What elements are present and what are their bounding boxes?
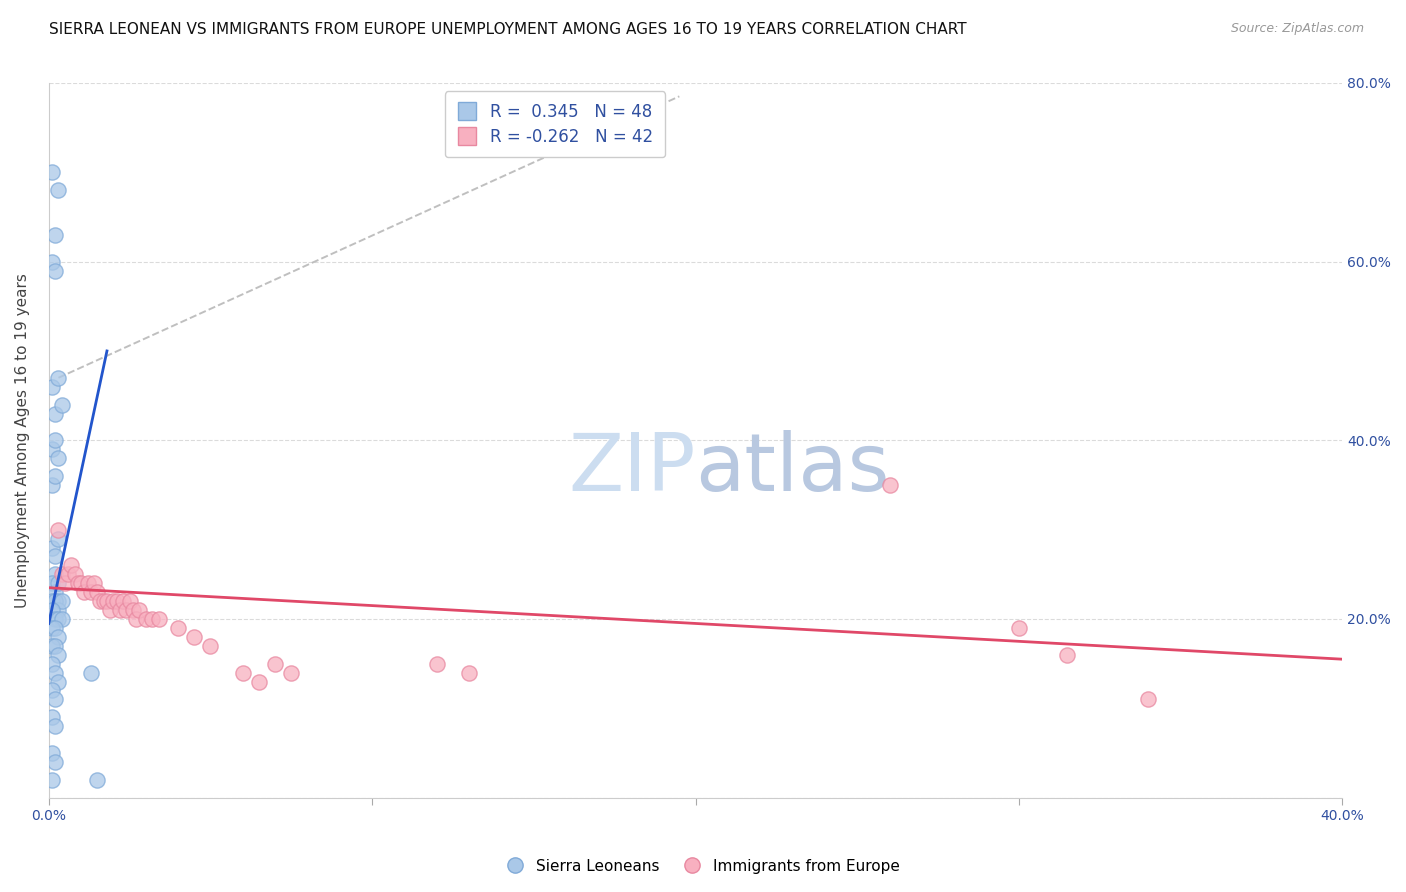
- Point: [76, 576, 98, 591]
- Point: [53, 576, 76, 591]
- Point: [44, 639, 66, 653]
- Point: [80, 585, 103, 599]
- Text: atlas: atlas: [696, 430, 890, 508]
- Point: [458, 665, 481, 680]
- Point: [112, 594, 135, 608]
- Point: [1137, 692, 1160, 706]
- Point: [48, 594, 70, 608]
- Point: [41, 621, 63, 635]
- Point: [135, 612, 157, 626]
- Point: [232, 665, 254, 680]
- Point: [121, 603, 143, 617]
- Point: [80, 665, 103, 680]
- Point: [44, 665, 66, 680]
- Point: [148, 612, 170, 626]
- Point: [60, 558, 83, 573]
- Point: [41, 380, 63, 394]
- Point: [41, 710, 63, 724]
- Point: [879, 478, 901, 492]
- Point: [426, 657, 449, 671]
- Text: Source: ZipAtlas.com: Source: ZipAtlas.com: [1230, 22, 1364, 36]
- Point: [44, 719, 66, 733]
- Point: [44, 585, 66, 599]
- Point: [48, 576, 70, 591]
- Point: [44, 227, 66, 242]
- Point: [56, 567, 79, 582]
- Point: [41, 639, 63, 653]
- Point: [48, 532, 70, 546]
- Point: [105, 594, 128, 608]
- Point: [70, 576, 93, 591]
- Point: [63, 567, 86, 582]
- Point: [41, 594, 63, 608]
- Point: [44, 621, 66, 635]
- Point: [48, 371, 70, 385]
- Point: [264, 657, 287, 671]
- Legend: R =  0.345   N = 48, R = -0.262   N = 42: R = 0.345 N = 48, R = -0.262 N = 42: [446, 91, 665, 157]
- Point: [73, 585, 96, 599]
- Point: [48, 523, 70, 537]
- Point: [44, 692, 66, 706]
- Point: [48, 183, 70, 197]
- Point: [41, 683, 63, 698]
- Legend: Sierra Leoneans, Immigrants from Europe: Sierra Leoneans, Immigrants from Europe: [499, 853, 907, 880]
- Point: [167, 621, 190, 635]
- Point: [48, 451, 70, 466]
- Point: [48, 674, 70, 689]
- Point: [108, 603, 131, 617]
- Point: [41, 254, 63, 268]
- Point: [128, 603, 150, 617]
- Point: [141, 612, 163, 626]
- Point: [86, 772, 108, 787]
- Point: [41, 657, 63, 671]
- Text: ZIP: ZIP: [568, 430, 696, 508]
- Point: [41, 541, 63, 555]
- Point: [115, 603, 138, 617]
- Point: [183, 630, 205, 644]
- Point: [41, 746, 63, 760]
- Point: [44, 263, 66, 277]
- Point: [86, 585, 108, 599]
- Point: [44, 755, 66, 769]
- Point: [280, 665, 302, 680]
- Point: [98, 603, 121, 617]
- Point: [41, 576, 63, 591]
- Point: [44, 567, 66, 582]
- Point: [41, 478, 63, 492]
- Point: [48, 612, 70, 626]
- Point: [83, 576, 105, 591]
- Point: [44, 594, 66, 608]
- Point: [51, 567, 73, 582]
- Point: [93, 594, 115, 608]
- Point: [103, 594, 125, 608]
- Point: [41, 165, 63, 179]
- Point: [89, 594, 111, 608]
- Point: [66, 576, 89, 591]
- Point: [41, 442, 63, 457]
- Point: [48, 603, 70, 617]
- Point: [51, 398, 73, 412]
- Point: [44, 612, 66, 626]
- Point: [41, 772, 63, 787]
- Point: [41, 603, 63, 617]
- Point: [51, 612, 73, 626]
- Point: [125, 612, 148, 626]
- Point: [48, 648, 70, 662]
- Point: [1008, 621, 1031, 635]
- Point: [51, 594, 73, 608]
- Point: [44, 549, 66, 564]
- Point: [44, 434, 66, 448]
- Point: [200, 639, 222, 653]
- Point: [48, 630, 70, 644]
- Text: SIERRA LEONEAN VS IMMIGRANTS FROM EUROPE UNEMPLOYMENT AMONG AGES 16 TO 19 YEARS : SIERRA LEONEAN VS IMMIGRANTS FROM EUROPE…: [49, 22, 967, 37]
- Y-axis label: Unemployment Among Ages 16 to 19 years: Unemployment Among Ages 16 to 19 years: [15, 273, 30, 607]
- Point: [44, 407, 66, 421]
- Point: [96, 594, 118, 608]
- Point: [44, 469, 66, 483]
- Point: [1056, 648, 1078, 662]
- Point: [247, 674, 270, 689]
- Point: [118, 594, 141, 608]
